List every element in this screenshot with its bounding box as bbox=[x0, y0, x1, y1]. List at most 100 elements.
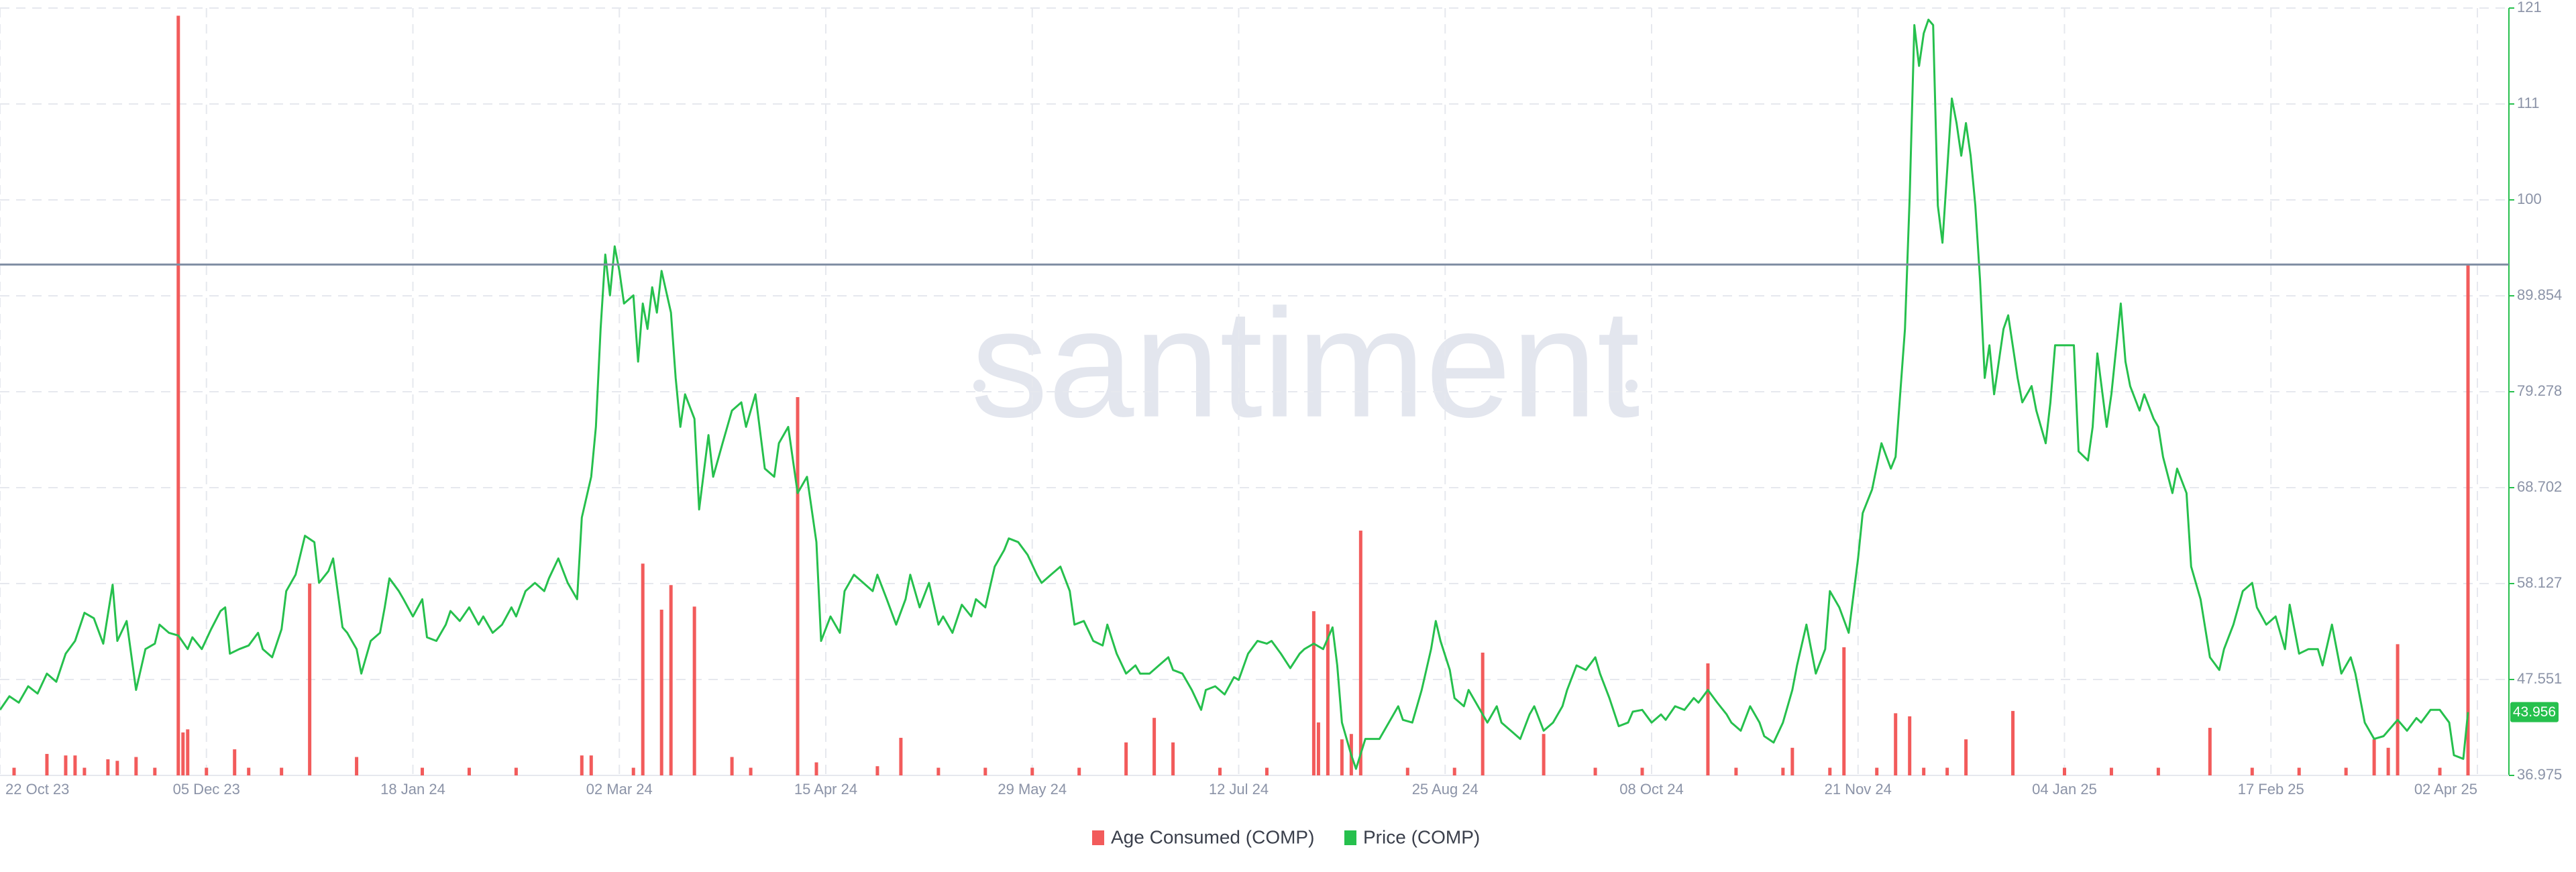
legend-label: Age Consumed (COMP) bbox=[1111, 826, 1314, 847]
bar bbox=[45, 753, 49, 775]
y-tick-label: 79.278 bbox=[2517, 382, 2562, 399]
bar bbox=[1875, 767, 1879, 775]
bar bbox=[1894, 713, 1898, 775]
bar bbox=[1358, 531, 1362, 775]
bar bbox=[12, 767, 16, 775]
bar bbox=[1945, 767, 1949, 775]
bar bbox=[1326, 624, 1330, 775]
y-tick-label: 47.551 bbox=[2517, 670, 2562, 687]
bar bbox=[1265, 767, 1269, 775]
price-line bbox=[0, 18, 2469, 770]
legend-label: Price (COMP) bbox=[1363, 826, 1480, 847]
bar bbox=[814, 762, 818, 775]
bar bbox=[514, 767, 518, 775]
bar bbox=[233, 749, 237, 775]
bar bbox=[181, 732, 185, 775]
legend-swatch bbox=[1092, 830, 1104, 845]
y-tick-label: 89.854 bbox=[2517, 286, 2562, 303]
bar bbox=[589, 755, 593, 775]
bar bbox=[796, 397, 800, 775]
bar bbox=[1593, 767, 1597, 775]
bar bbox=[115, 761, 119, 775]
bar bbox=[420, 767, 424, 775]
x-tick-label: 21 Nov 24 bbox=[1825, 781, 1892, 798]
legend-swatch bbox=[1344, 830, 1356, 845]
bar bbox=[106, 759, 110, 775]
bar bbox=[1311, 611, 1316, 775]
bar bbox=[2297, 767, 2301, 775]
bar bbox=[2372, 739, 2376, 775]
bar bbox=[153, 767, 157, 775]
bar bbox=[641, 563, 645, 775]
bar bbox=[83, 767, 87, 775]
bar bbox=[1452, 767, 1456, 775]
bar bbox=[749, 767, 753, 775]
bar bbox=[580, 755, 584, 775]
y-tick-label: 58.127 bbox=[2517, 574, 2562, 591]
y-tick-label: 121 bbox=[2517, 0, 2542, 15]
bar bbox=[875, 766, 879, 775]
bar bbox=[2208, 728, 2212, 775]
bar bbox=[1542, 734, 1546, 775]
bar bbox=[308, 584, 312, 775]
bar bbox=[1340, 739, 1344, 775]
bar bbox=[2344, 767, 2348, 775]
bar bbox=[1922, 767, 1926, 775]
y-tick-label: 100 bbox=[2517, 190, 2542, 207]
x-tick-label: 04 Jan 25 bbox=[2032, 781, 2097, 798]
x-tick-label: 22 Oct 23 bbox=[5, 781, 69, 798]
plot: 36.975 47.551 58.127 68.702 79.278 89.854 100 1… bbox=[0, 0, 2562, 847]
bar bbox=[1030, 767, 1034, 775]
bar bbox=[1781, 767, 1785, 775]
bar bbox=[631, 767, 635, 775]
x-tick-label: 02 Mar 24 bbox=[586, 781, 653, 798]
bar bbox=[2109, 767, 2113, 775]
bar bbox=[1964, 739, 1968, 775]
x-tick-label: 25 Aug 24 bbox=[1412, 781, 1479, 798]
bar bbox=[692, 606, 696, 775]
bar bbox=[1790, 747, 1794, 775]
price-badge bbox=[2510, 702, 2559, 722]
x-tick-label: 18 Jan 24 bbox=[380, 781, 445, 798]
x-tick-label: 02 Apr 25 bbox=[2414, 781, 2477, 798]
bar bbox=[176, 15, 180, 776]
x-tick-label: 05 Dec 23 bbox=[173, 781, 240, 798]
x-tick-label: 12 Jul 24 bbox=[1209, 781, 1269, 798]
bar bbox=[2438, 767, 2442, 775]
bar bbox=[1706, 663, 1710, 775]
bar bbox=[1171, 742, 1175, 775]
bar bbox=[1908, 716, 1912, 775]
bar bbox=[730, 757, 734, 775]
bar bbox=[669, 585, 673, 775]
bar bbox=[1316, 722, 1320, 775]
price-badge-label: 43.956 bbox=[2513, 704, 2556, 720]
bar bbox=[247, 767, 251, 775]
bar bbox=[2250, 767, 2254, 775]
x-tick-label: 17 Feb 25 bbox=[2238, 781, 2304, 798]
y-tick-label: 111 bbox=[2517, 95, 2539, 111]
bar bbox=[2063, 767, 2066, 775]
bar bbox=[983, 767, 987, 775]
bar bbox=[1405, 767, 1409, 775]
bar bbox=[73, 755, 77, 775]
bar bbox=[1842, 647, 1846, 775]
watermark: santiment bbox=[971, 277, 1640, 449]
bar bbox=[1152, 718, 1157, 775]
bar bbox=[1077, 767, 1081, 775]
bar bbox=[2396, 644, 2400, 775]
x-tick-label: 29 May 24 bbox=[998, 781, 1067, 798]
bar bbox=[280, 767, 284, 775]
bar bbox=[2386, 747, 2390, 775]
bar bbox=[936, 767, 941, 775]
bar bbox=[467, 767, 471, 775]
bar bbox=[1828, 767, 1832, 775]
bar bbox=[2156, 767, 2160, 775]
bar bbox=[1124, 742, 1128, 775]
bar bbox=[2466, 264, 2470, 775]
bar bbox=[64, 755, 68, 775]
bar bbox=[1734, 767, 1738, 775]
bar bbox=[355, 757, 359, 775]
bar bbox=[899, 737, 903, 775]
